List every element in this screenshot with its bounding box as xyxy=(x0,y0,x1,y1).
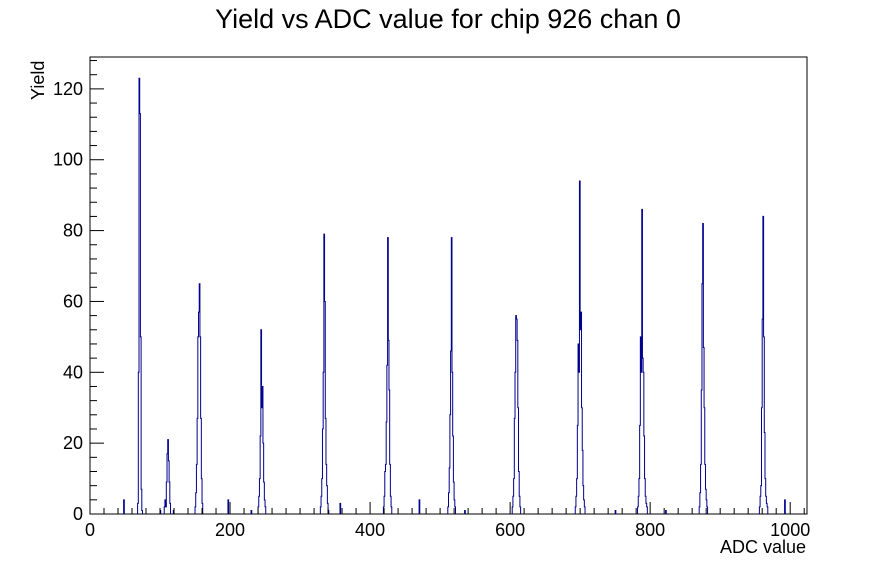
histogram-bin xyxy=(418,499,421,514)
plot-frame xyxy=(89,56,808,515)
chart-title: Yield vs ADC value for chip 926 chan 0 xyxy=(215,4,681,34)
histogram-peak xyxy=(758,215,769,514)
x-tick-label: 800 xyxy=(635,520,665,540)
histogram-bars xyxy=(123,77,786,514)
x-tick-label: 400 xyxy=(355,520,385,540)
y-tick-label: 0 xyxy=(73,504,83,524)
histogram-bin xyxy=(250,509,253,514)
histogram-peak xyxy=(163,439,172,514)
histogram-peak xyxy=(698,223,709,514)
y-tick-label: 40 xyxy=(63,362,83,382)
histogram-peak xyxy=(382,237,393,514)
histogram-peak xyxy=(194,283,204,514)
x-tick-label: 600 xyxy=(495,520,525,540)
y-axis-label: Yield xyxy=(28,60,48,100)
histogram-bin xyxy=(339,502,342,514)
y-axis-ticks: 0 20 40 60 80 100 120 xyxy=(53,60,104,524)
histogram-bin xyxy=(784,499,786,514)
y-tick-label: 60 xyxy=(63,291,83,311)
y-tick-label: 100 xyxy=(53,150,83,170)
histogram-bin xyxy=(227,499,230,514)
y-tick-label: 120 xyxy=(53,79,83,99)
histogram-peak xyxy=(137,77,144,514)
histogram-peak xyxy=(511,315,522,514)
x-axis-label: ADC value xyxy=(719,537,806,557)
x-tick-label: 1000 xyxy=(770,520,810,540)
x-tick-label: 200 xyxy=(215,520,245,540)
histogram-peak xyxy=(257,329,267,514)
y-tick-label: 20 xyxy=(63,433,83,453)
histogram-bin xyxy=(123,499,125,514)
histogram-peak xyxy=(574,180,586,514)
histogram-bin xyxy=(614,509,617,514)
x-tick-label: 0 xyxy=(85,520,95,540)
x-axis-ticks: 0 200 400 600 800 1000 xyxy=(85,502,810,540)
histogram-peak xyxy=(319,233,330,514)
histogram-peak xyxy=(447,237,456,514)
y-tick-label: 80 xyxy=(63,221,83,241)
histogram-peak xyxy=(637,208,648,514)
histogram-bin xyxy=(464,509,466,514)
histogram-bin xyxy=(665,509,667,514)
